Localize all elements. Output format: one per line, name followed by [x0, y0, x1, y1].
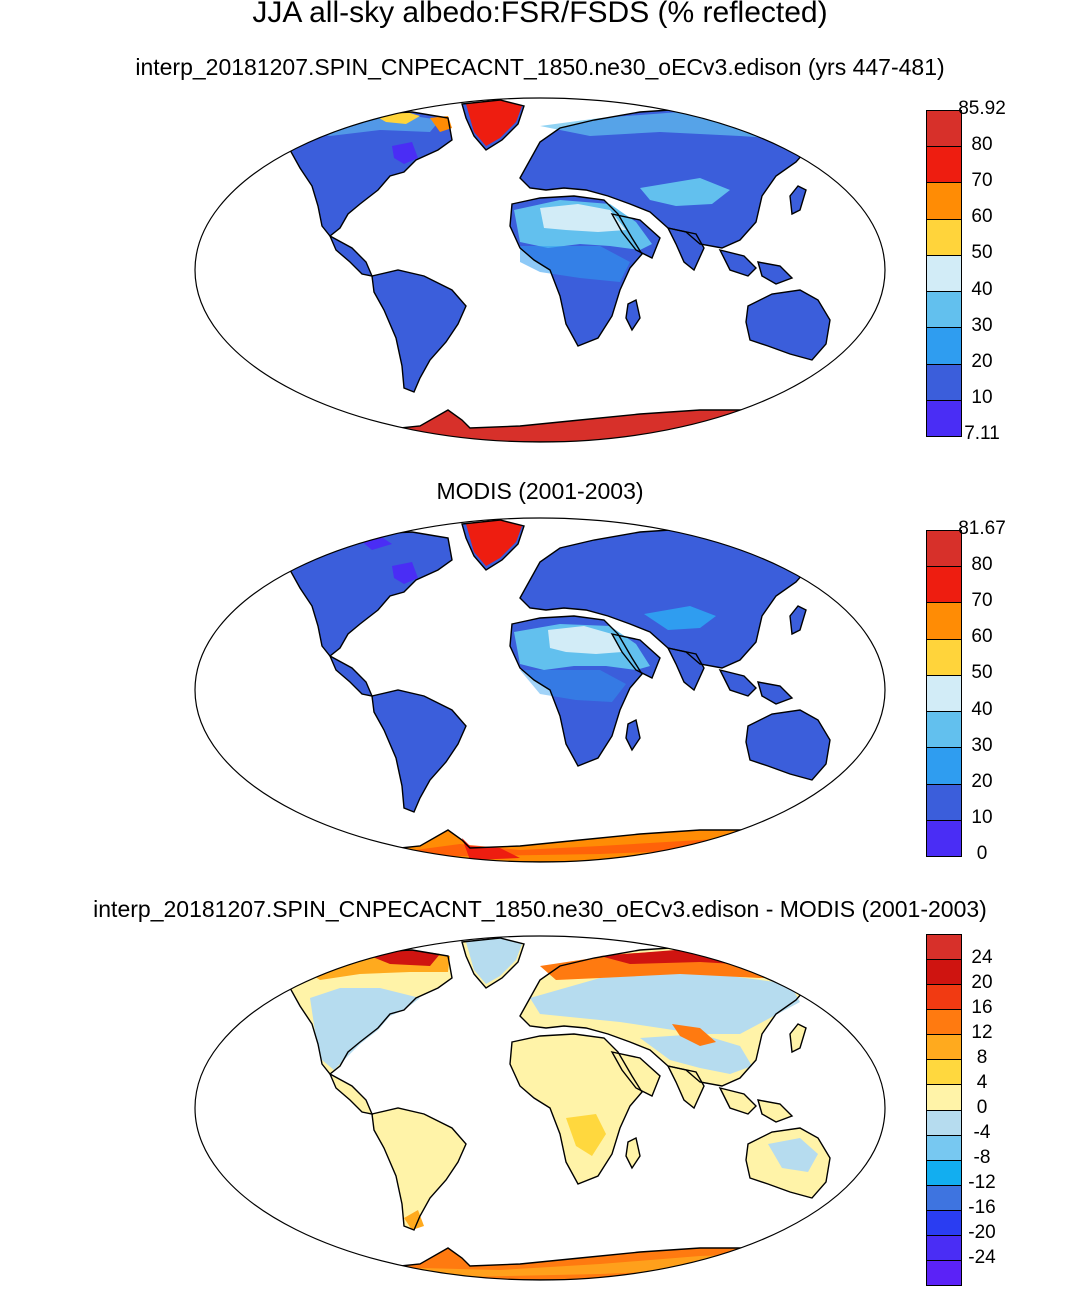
colorbar-swatch — [927, 328, 961, 365]
colorbar-tick-label: 80 — [971, 134, 993, 156]
panel-3-map — [194, 935, 886, 1281]
colorbar-swatch — [927, 292, 961, 329]
colorbar-tick-label: 85.92 — [958, 98, 1006, 119]
colorbar-tick-label: 60 — [971, 626, 993, 648]
colorbar-swatch — [927, 400, 961, 436]
panel-2-map — [194, 517, 886, 863]
colorbar-tick-label: 10 — [971, 806, 993, 828]
colorbar-swatch — [927, 1035, 961, 1061]
colorbar-tick-label: 10 — [971, 386, 993, 408]
panel-2-colorbar — [926, 530, 962, 857]
colorbar-tick-label: 20 — [971, 972, 993, 993]
colorbar-swatch — [927, 147, 961, 184]
colorbar-swatch — [927, 1160, 961, 1186]
colorbar-swatch — [927, 675, 961, 713]
colorbar-swatch — [927, 784, 961, 821]
colorbar-tick-label: 70 — [971, 590, 993, 612]
colorbar-swatch — [927, 712, 961, 749]
colorbar-swatch — [927, 1261, 961, 1286]
colorbar-tick-label: 0 — [976, 843, 988, 864]
colorbar-swatch — [927, 985, 961, 1011]
colorbar-tick-label: 0 — [976, 1097, 988, 1118]
colorbar-tick-label: 80 — [971, 554, 993, 576]
colorbar-tick-label: 30 — [971, 734, 993, 756]
panel-1-subtitle: interp_20181207.SPIN_CNPECACNT_1850.ne30… — [135, 54, 945, 80]
colorbar-swatch — [927, 603, 961, 640]
colorbar-swatch — [927, 183, 961, 220]
colorbar-swatch — [927, 219, 961, 256]
colorbar-tick-label: 40 — [971, 278, 993, 300]
colorbar-swatch — [927, 1110, 961, 1136]
figure-title: JJA all-sky albedo:FSR/FSDS (% reflected… — [252, 0, 828, 29]
colorbar-tick-label: 81.67 — [958, 518, 1006, 539]
colorbar-tick-label: -4 — [973, 1122, 991, 1143]
colorbar-tick-label: -16 — [968, 1197, 996, 1218]
colorbar-swatch — [927, 1135, 961, 1161]
colorbar-swatch — [927, 1185, 961, 1211]
panel-1-colorbar — [926, 110, 962, 437]
colorbar-swatch — [927, 960, 961, 986]
colorbar-tick-label: 20 — [971, 770, 993, 792]
colorbar-swatch — [927, 364, 961, 401]
colorbar-swatch — [927, 1085, 961, 1111]
colorbar-swatch — [927, 567, 961, 604]
colorbar-tick-label: 50 — [971, 242, 993, 264]
colorbar-tick-label: 4 — [976, 1072, 988, 1093]
colorbar-swatch — [927, 531, 961, 568]
panel-2-subtitle: MODIS (2001-2003) — [436, 478, 644, 504]
colorbar-swatch — [927, 255, 961, 293]
colorbar-tick-label: 8 — [976, 1047, 988, 1068]
colorbar-swatch — [927, 1235, 961, 1262]
colorbar-tick-label: 50 — [971, 662, 993, 684]
colorbar-tick-label: 16 — [971, 997, 993, 1018]
colorbar-tick-label: 30 — [971, 314, 993, 336]
colorbar-tick-label: -12 — [968, 1172, 996, 1193]
panel-3-subtitle: interp_20181207.SPIN_CNPECACNT_1850.ne30… — [93, 896, 987, 922]
colorbar-tick-label: 7.11 — [964, 423, 1000, 444]
panel-1-map — [194, 97, 886, 443]
colorbar-tick-label: 60 — [971, 206, 993, 228]
colorbar-swatch — [927, 111, 961, 148]
colorbar-swatch — [927, 1210, 961, 1236]
colorbar-swatch — [927, 1010, 961, 1036]
panel-3-colorbar — [926, 934, 962, 1286]
colorbar-swatch — [927, 639, 961, 676]
colorbar-tick-label: 24 — [971, 947, 993, 968]
colorbar-tick-label: -8 — [973, 1147, 991, 1168]
colorbar-tick-label: -24 — [968, 1247, 996, 1268]
colorbar-tick-label: 70 — [971, 170, 993, 192]
colorbar-tick-label: -20 — [968, 1222, 996, 1243]
colorbar-swatch — [927, 935, 961, 961]
colorbar-swatch — [927, 748, 961, 785]
colorbar-tick-label: 12 — [971, 1022, 993, 1043]
colorbar-tick-label: 40 — [971, 698, 993, 720]
colorbar-swatch — [927, 820, 961, 856]
colorbar-tick-label: 20 — [971, 350, 993, 372]
colorbar-swatch — [927, 1060, 961, 1086]
